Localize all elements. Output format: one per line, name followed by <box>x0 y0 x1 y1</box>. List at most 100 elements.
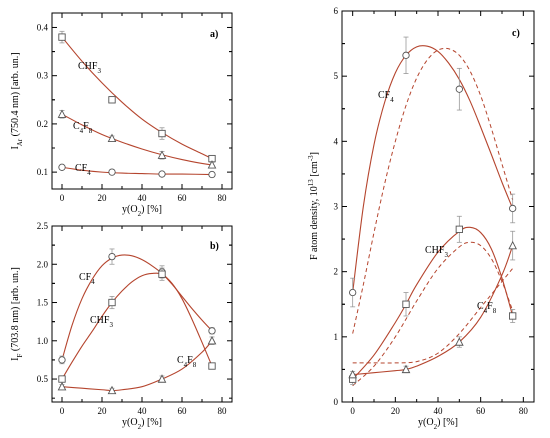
data-point-chf3 <box>509 312 517 320</box>
data-point-chf3 <box>208 362 216 370</box>
panel-a-xlabel: y(O2) [%] <box>122 204 162 218</box>
panel-a-ylabel: IAr (750.4 nm) [arb. un.] <box>10 52 24 149</box>
panel-b-label-chf3: CHF3 <box>90 315 113 329</box>
xtick-label: 0 <box>60 193 65 203</box>
panel-a-label-c4f8: C4F8 <box>73 121 93 135</box>
data-point-c4f8 <box>107 385 117 395</box>
panel-b-label-cf4: CF4 <box>79 272 95 286</box>
data-point-cf4 <box>158 170 166 178</box>
ytick-label: 0.4 <box>37 22 49 32</box>
ytick-label: 1.0 <box>37 336 49 346</box>
data-point-cf4 <box>108 252 116 261</box>
panel-c-ticks: 0 20 40 60 80 0 1 2 3 4 5 6 <box>334 6 534 416</box>
panel-a-label-chf3: CHF3 <box>78 61 101 75</box>
panel-a-points <box>57 30 217 179</box>
panel-c-frame <box>341 10 535 403</box>
ytick-label: 5 <box>334 71 339 81</box>
series-line-cf4 <box>61 254 213 361</box>
data-point-c4f8 <box>157 374 167 383</box>
panel-a: 0 20 40 60 80 0.1 0.2 0.3 0.4 a) CHF3 C4F8 CF4 y… <box>10 12 233 218</box>
series-line-c4f8 <box>61 113 213 166</box>
ytick-label: 0.2 <box>37 119 48 129</box>
data-point-cf4 <box>455 85 463 93</box>
data-point-chf3 <box>58 33 66 41</box>
ytick-label: 0 <box>334 397 339 407</box>
ytick-label: 2.5 <box>37 221 49 231</box>
ytick-label: 4 <box>334 136 339 146</box>
panel-c-curves <box>352 45 514 387</box>
xtick-label: 0 <box>60 406 65 416</box>
panel-c: 0 20 40 60 80 0 1 2 3 4 5 6 c) CF4 CHF3 C4F8 y(O2) … <box>307 6 535 431</box>
data-point-c4f8 <box>107 133 117 143</box>
data-point-cf4 <box>108 168 116 176</box>
panel-c-label-chf3: CHF3 <box>425 245 448 259</box>
data-point-cf4 <box>208 327 216 335</box>
ytick-label: 1 <box>334 332 339 342</box>
panel-a-tag: a) <box>210 29 218 40</box>
xtick-label: 60 <box>178 193 188 203</box>
series-line-c4f8 <box>352 245 514 376</box>
data-point-chf3 <box>58 375 66 383</box>
panel-c-ylabel: F atom density, 1013 [cm-3] <box>307 152 320 260</box>
ytick-label: 2.0 <box>37 259 49 269</box>
series-line-cf4 <box>61 166 213 176</box>
panel-b-label-c4f8: C4F8 <box>177 355 197 369</box>
data-point-cf4 <box>402 51 410 59</box>
ytick-label: 6 <box>334 6 339 16</box>
ytick-label: 0.3 <box>37 71 49 81</box>
panel-b-tag: b) <box>210 241 219 252</box>
data-point-c4f8 <box>207 160 217 169</box>
xtick-label: 20 <box>391 406 401 416</box>
panel-c-tag: c) <box>512 28 520 39</box>
data-point-c4f8 <box>454 337 464 346</box>
series-dashed-chf3 <box>352 241 514 387</box>
data-point-c4f8 <box>57 381 67 391</box>
panel-c-label-cf4: CF4 <box>378 90 394 104</box>
panel-b: 0 20 40 60 80 0.5 1.0 1.5 2.0 2.5 b) CF4 CHF3 C4F… <box>10 221 233 431</box>
xtick-label: 60 <box>476 406 486 416</box>
xtick-label: 60 <box>178 406 188 416</box>
data-point-cf4 <box>509 204 517 213</box>
panel-b-curves <box>61 254 213 392</box>
xtick-label: 80 <box>218 193 228 203</box>
panel-c-points <box>348 36 518 385</box>
xtick-label: 40 <box>138 406 148 416</box>
xtick-label: 40 <box>138 193 148 203</box>
xtick-label: 0 <box>350 406 355 416</box>
series-line-chf3 <box>61 36 213 160</box>
series-line-chf3 <box>352 226 514 380</box>
xtick-label: 20 <box>98 193 108 203</box>
xtick-label: 20 <box>98 406 108 416</box>
panel-b-frame <box>51 225 233 403</box>
xtick-label: 80 <box>519 406 529 416</box>
data-point-chf3 <box>108 298 116 307</box>
data-point-cf4 <box>349 288 357 297</box>
data-point-chf3 <box>108 96 116 104</box>
data-point-c4f8 <box>348 369 358 379</box>
panel-c-xlabel: y(O2) [%] <box>418 417 458 431</box>
data-point-chf3 <box>158 129 166 138</box>
data-point-chf3 <box>455 225 463 233</box>
panel-b-ylabel: IF (703.8 nm) [arb. un.] <box>10 267 24 361</box>
ytick-label: 1.5 <box>37 298 49 308</box>
data-point-c4f8 <box>401 364 411 374</box>
ytick-label: 0.5 <box>37 374 49 384</box>
series-line-c4f8 <box>61 340 213 392</box>
data-point-cf4 <box>58 163 66 171</box>
panel-a-curves <box>61 36 213 176</box>
series-dashed-cf4 <box>352 47 514 334</box>
xtick-label: 80 <box>218 406 228 416</box>
ytick-label: 3 <box>334 202 339 212</box>
ytick-label: 2 <box>334 267 339 277</box>
data-point-c4f8 <box>57 109 67 118</box>
series-line-cf4 <box>352 45 514 293</box>
data-point-chf3 <box>402 300 410 308</box>
data-point-cf4 <box>58 356 66 364</box>
data-point-cf4 <box>208 170 216 179</box>
panel-b-xlabel: y(O2) [%] <box>122 417 162 431</box>
series-dashed-c4f8 <box>352 268 514 364</box>
series-line-chf3 <box>61 272 213 380</box>
panel-a-label-cf4: CF4 <box>75 163 91 177</box>
panel-b-points <box>57 248 217 395</box>
